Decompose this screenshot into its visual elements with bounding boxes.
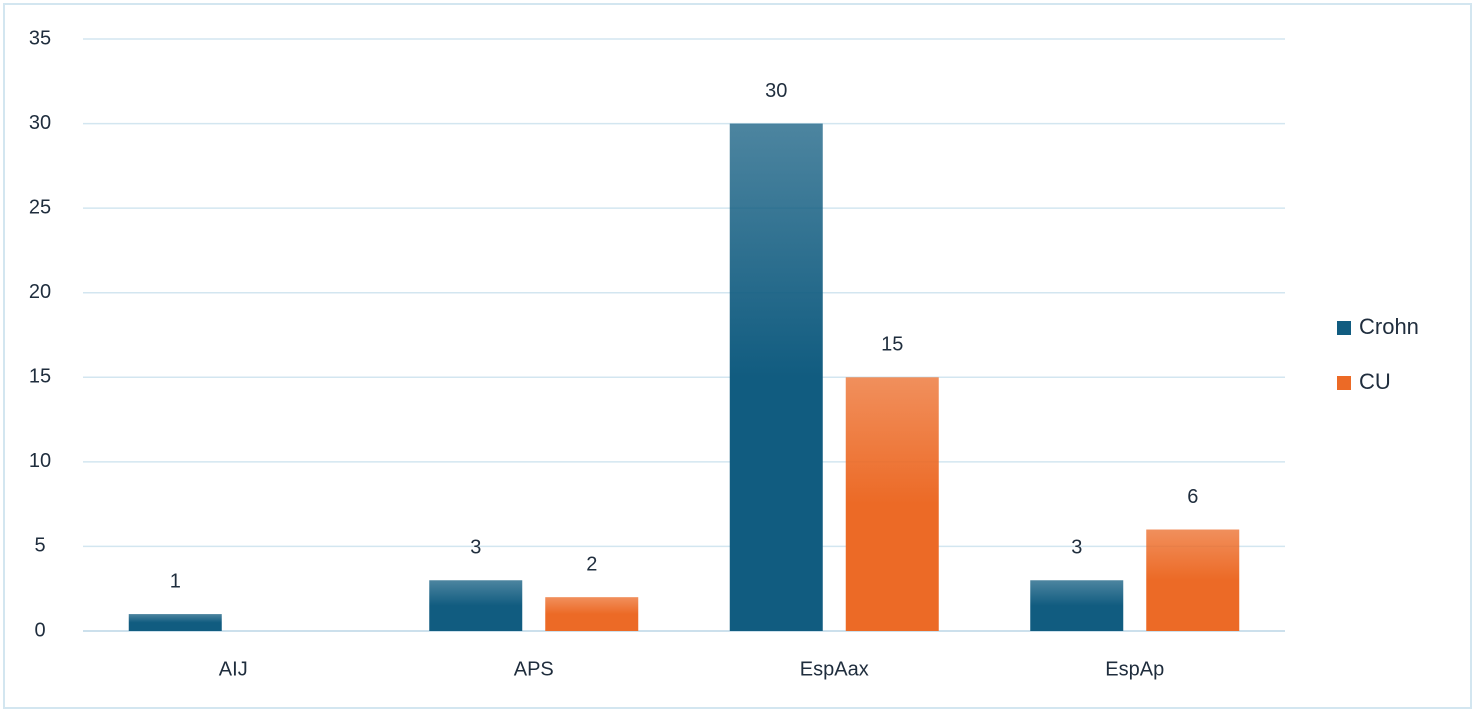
y-tick-label: 10	[29, 450, 51, 472]
data-label: 1	[170, 570, 181, 592]
bar	[128, 614, 222, 631]
bar	[545, 597, 639, 631]
legend-label: CU	[1359, 369, 1391, 394]
y-tick-label: 35	[29, 27, 51, 49]
legend-swatch	[1337, 321, 1351, 335]
y-tick-label: 0	[34, 619, 45, 641]
bar	[729, 123, 823, 632]
data-label: 2	[586, 553, 597, 575]
data-label: 6	[1187, 486, 1198, 508]
bar	[1146, 529, 1240, 631]
x-tick-label: AIJ	[219, 658, 248, 680]
y-tick-label: 25	[29, 196, 51, 218]
legend-swatch	[1337, 376, 1351, 390]
y-tick-label: 30	[29, 112, 51, 134]
y-tick-label: 15	[29, 366, 51, 388]
legend-label: Crohn	[1359, 314, 1419, 339]
bar	[845, 377, 939, 631]
x-tick-label: EspAax	[800, 658, 869, 680]
bar	[429, 580, 523, 631]
x-tick-label: APS	[514, 658, 554, 680]
bar	[1030, 580, 1124, 631]
data-label: 3	[470, 537, 481, 559]
x-tick-label: EspAp	[1105, 658, 1164, 680]
data-label: 3	[1071, 537, 1082, 559]
data-label: 15	[881, 334, 903, 356]
y-tick-label: 5	[34, 535, 45, 557]
data-label: 30	[765, 80, 787, 102]
y-tick-label: 20	[29, 281, 51, 303]
